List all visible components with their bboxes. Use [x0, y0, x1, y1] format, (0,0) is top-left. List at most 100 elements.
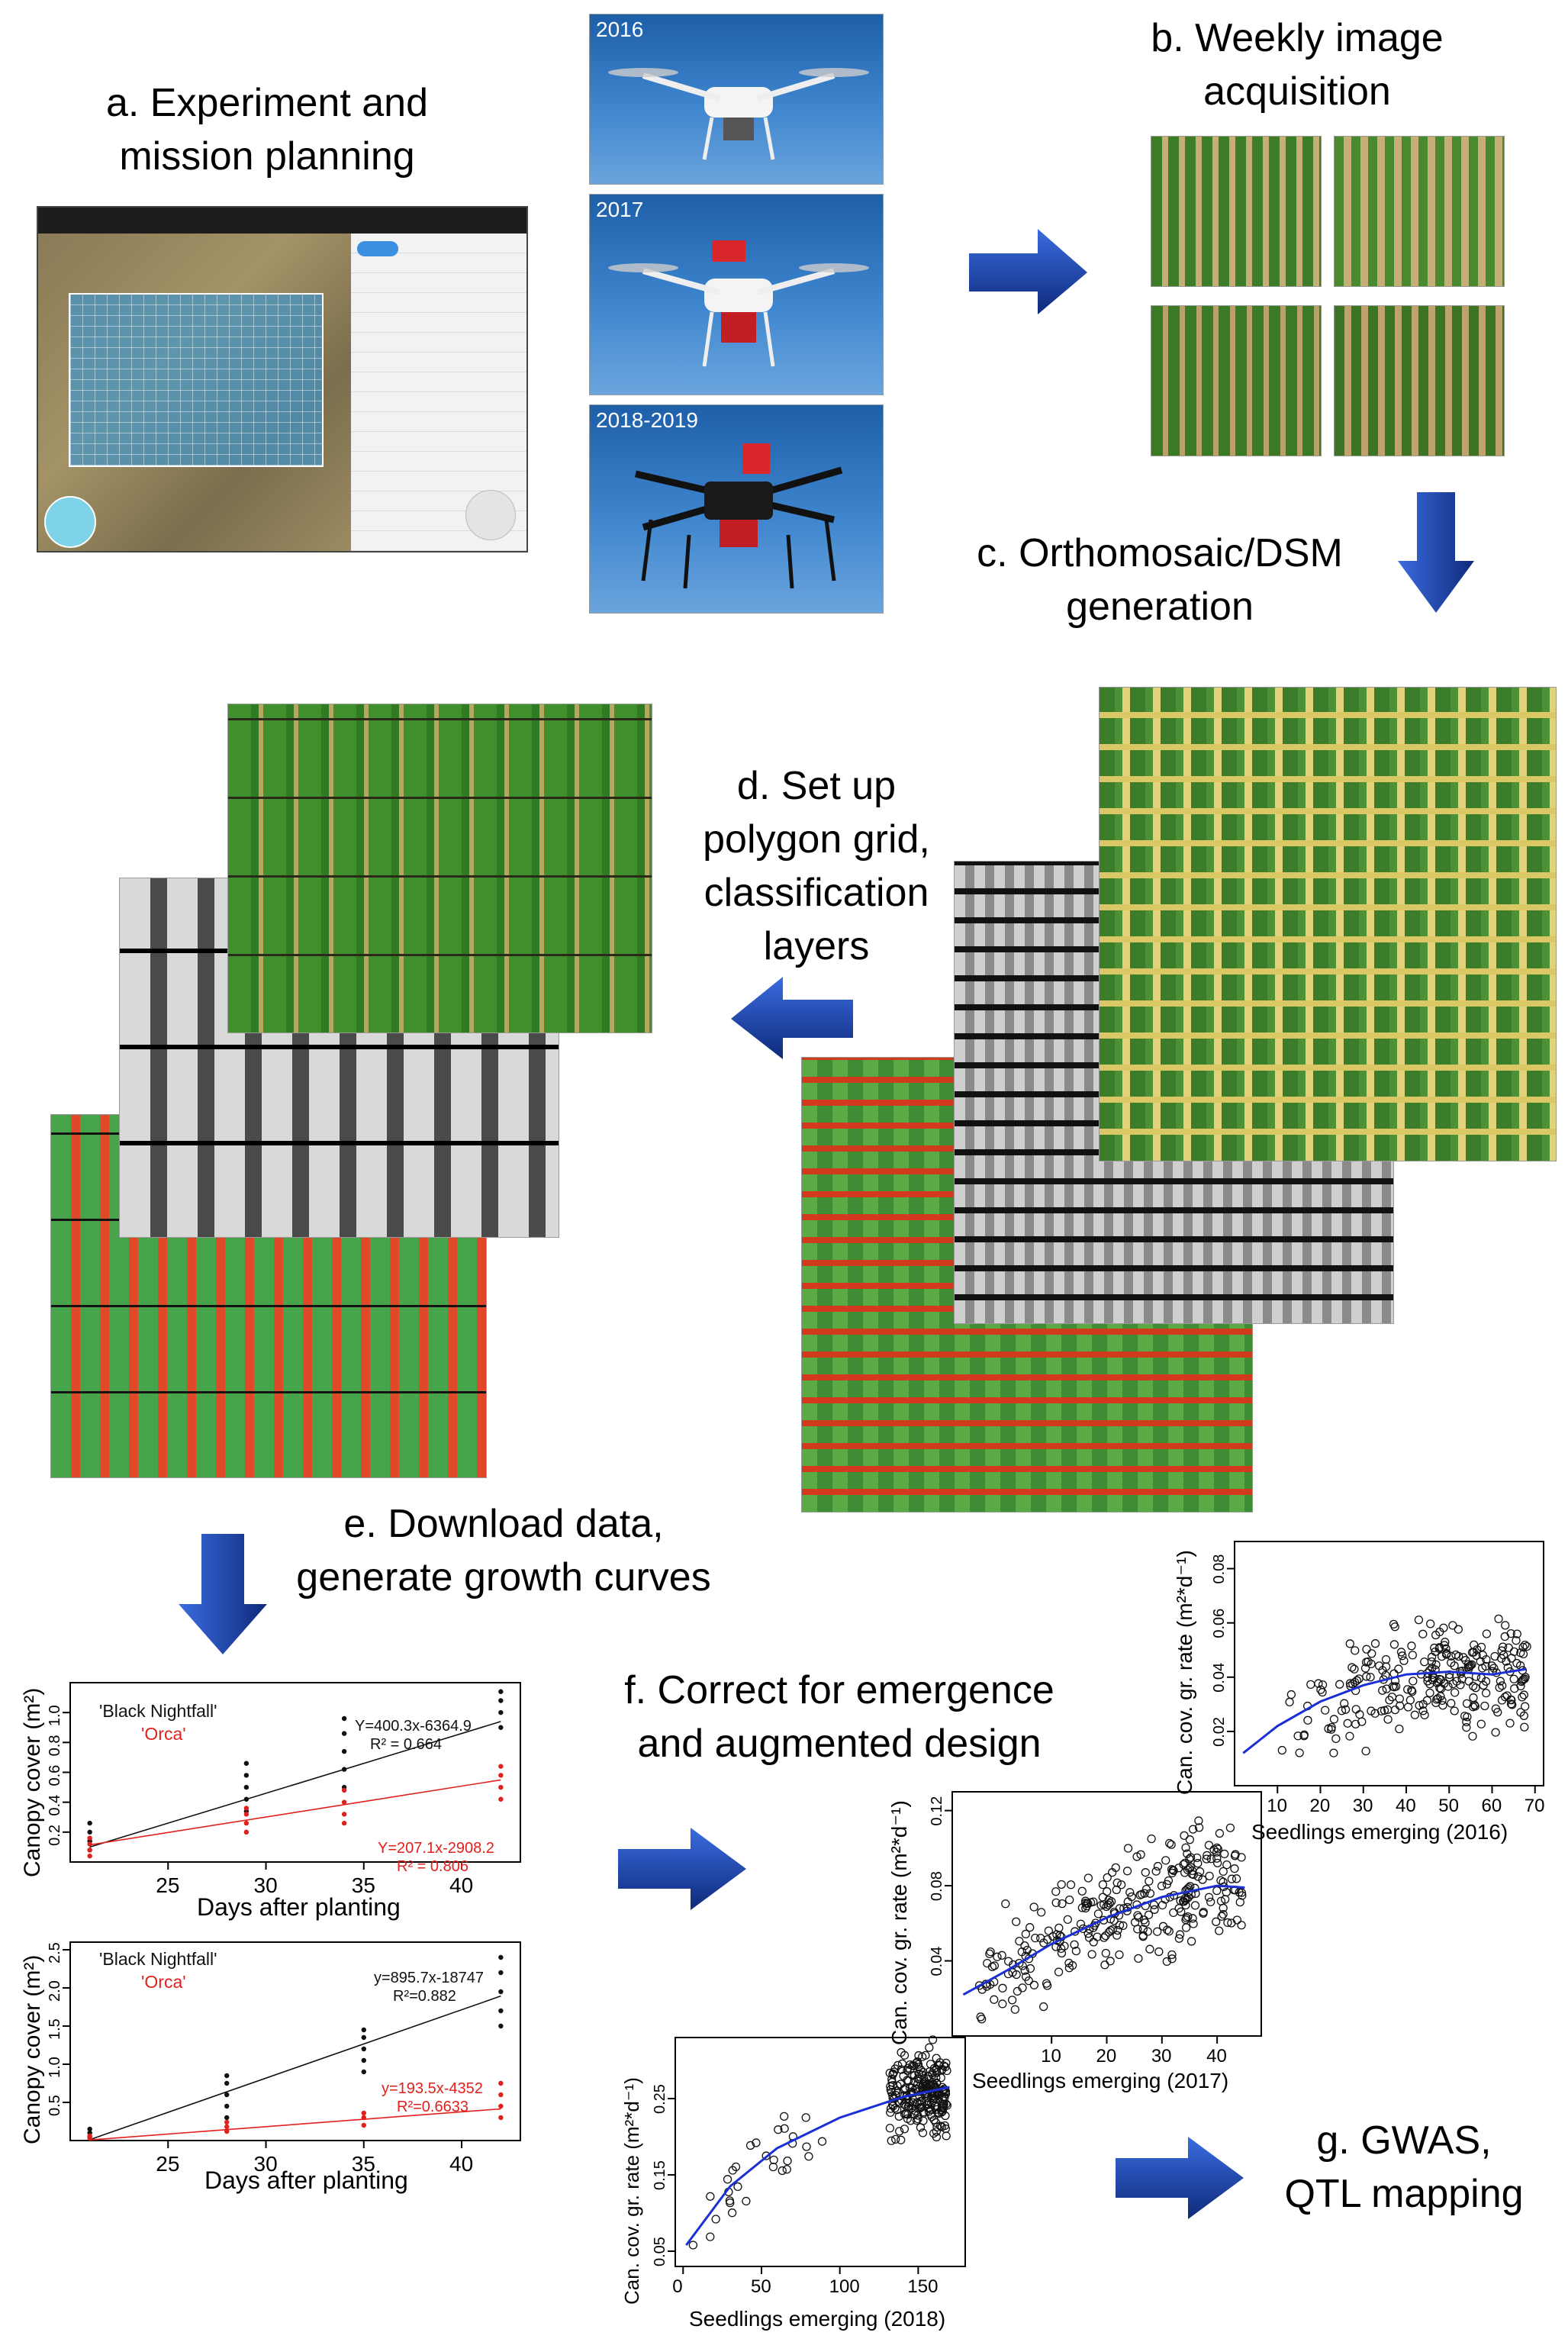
scatter-point — [1153, 1861, 1163, 1871]
scatter-point — [1193, 1872, 1203, 1881]
growth-chart-1: Canopy cover (m²) 25 30 35 40 0.2 0.4 0.6 0.8 1.… — [8, 1671, 542, 1923]
scatter-point — [1051, 1898, 1061, 1908]
orthomosaic-right — [1099, 687, 1557, 1161]
growth-1-eq-black: Y=400.3x-6364.9 — [355, 1718, 472, 1735]
scatter-point — [1144, 1910, 1154, 1919]
point-red — [498, 1784, 504, 1790]
scatter-point — [1425, 1688, 1434, 1698]
scatter-point — [706, 2232, 715, 2241]
scatter-point — [935, 2090, 944, 2099]
scatter-point — [1031, 1933, 1040, 1943]
scatter-point — [907, 2083, 917, 2092]
scatter-point — [1070, 1940, 1079, 1949]
x-tick-label: 20 — [1310, 1796, 1331, 1816]
scatter-point — [1343, 1719, 1352, 1728]
scatter-point — [1044, 1926, 1054, 1935]
scatter-point — [1394, 1664, 1403, 1674]
step-d-line1: d. Set up — [736, 764, 897, 808]
scatter-point — [1134, 1954, 1143, 1963]
scatter-point — [1480, 1701, 1489, 1711]
growth-1-eq-red: Y=207.1x-2908.2 — [378, 1840, 494, 1857]
emergence-2018-plot: 0 50 100 150 0.05 0.15 0.25 — [652, 2035, 966, 2297]
scatter-point — [929, 2063, 939, 2073]
point-red — [498, 1773, 504, 1778]
scatter-point — [733, 2182, 742, 2192]
scatter-point — [1007, 1996, 1017, 2005]
scatter-point — [1370, 1639, 1380, 1648]
scatter-point — [1457, 1674, 1467, 1684]
scatter-point — [1219, 1909, 1228, 1919]
x-tick-label: 40 — [449, 2152, 473, 2176]
scatter-point — [1476, 1642, 1486, 1652]
scatter-point — [1116, 1880, 1126, 1889]
scatter-point — [1042, 1979, 1051, 1988]
scatter-point — [1217, 1912, 1226, 1921]
scatter-point — [1496, 1677, 1505, 1686]
point-black — [87, 1820, 92, 1826]
scatter-point — [914, 2062, 923, 2072]
scatter-point — [1350, 1664, 1359, 1674]
scatter-point — [1415, 1701, 1424, 1710]
scatter-point — [1431, 1698, 1441, 1708]
point-black — [87, 1829, 92, 1835]
scatter-point — [1025, 1963, 1035, 1973]
scatter-point — [1454, 1625, 1463, 1634]
scatter-point — [942, 2066, 951, 2076]
scatter-point — [1436, 1692, 1445, 1701]
scatter-point — [1431, 1660, 1441, 1670]
scatter-point — [1093, 1932, 1102, 1941]
point-red — [361, 2122, 366, 2128]
scatter-point — [974, 1981, 984, 1990]
scatter-point — [1013, 1986, 1022, 1996]
scatter-point — [1367, 1649, 1376, 1658]
growth-1-xlabel: Days after planting — [197, 1893, 401, 1921]
drone-photo-2016: 2016 — [589, 14, 884, 185]
scatter-point — [1151, 1867, 1161, 1876]
scatter-point — [1193, 1859, 1203, 1868]
growth-1-r2-red: R² = 0.806 — [397, 1858, 468, 1875]
drone-photo-2018-2019: 2018-2019 — [589, 404, 884, 614]
scatter-point — [1351, 1705, 1360, 1714]
point-red — [341, 1812, 347, 1817]
scatter-point — [1008, 1968, 1017, 1977]
scatter-point — [769, 2155, 778, 2165]
step-g-line1: g. GWAS, — [1316, 2118, 1492, 2163]
scatter-point — [910, 2110, 919, 2119]
scatter-point — [1141, 1868, 1150, 1877]
scatter-point — [1433, 1694, 1443, 1703]
scatter-point — [1502, 1657, 1511, 1666]
scatter-point — [1113, 1925, 1122, 1935]
scatter-point — [1174, 1864, 1183, 1873]
scatter-point — [928, 2035, 938, 2044]
scatter-point — [1462, 1717, 1471, 1727]
point-red — [243, 1829, 250, 1835]
step-d-line2: polygon grid, — [703, 817, 930, 862]
scatter-point — [1183, 1865, 1193, 1875]
scatter-point — [1327, 1722, 1336, 1732]
scatter-point — [1122, 1867, 1132, 1876]
growth-2-ylabel: Canopy cover (m²) — [20, 1955, 45, 2144]
planner-compass — [44, 496, 96, 548]
scatter-point — [1106, 1957, 1115, 1966]
point-black — [224, 2073, 230, 2079]
scatter-point — [1430, 1643, 1439, 1653]
scatter-point — [926, 2099, 936, 2108]
y-tick-label: 0.02 — [1211, 1717, 1228, 1747]
scatter-point — [1469, 1681, 1478, 1691]
scatter-point — [1098, 1893, 1107, 1902]
scatter-point — [1180, 1831, 1189, 1841]
x-tick-label: 10 — [1267, 1796, 1287, 1816]
scatter-point — [782, 2165, 791, 2174]
point-red — [498, 1796, 504, 1802]
scatter-point — [1399, 1656, 1409, 1665]
scatter-point — [937, 2122, 947, 2131]
scatter-point — [1057, 1948, 1067, 1958]
scatter-point — [1352, 1676, 1362, 1685]
y-tick-label: 0.6 — [47, 1765, 63, 1786]
scatter-point — [1285, 1697, 1294, 1707]
scatter-point — [1164, 1927, 1174, 1936]
scatter-point — [1441, 1644, 1450, 1653]
scatter-point — [890, 2103, 900, 2113]
scatter-point — [1345, 1639, 1354, 1648]
mission-planner-screenshot — [37, 206, 528, 552]
